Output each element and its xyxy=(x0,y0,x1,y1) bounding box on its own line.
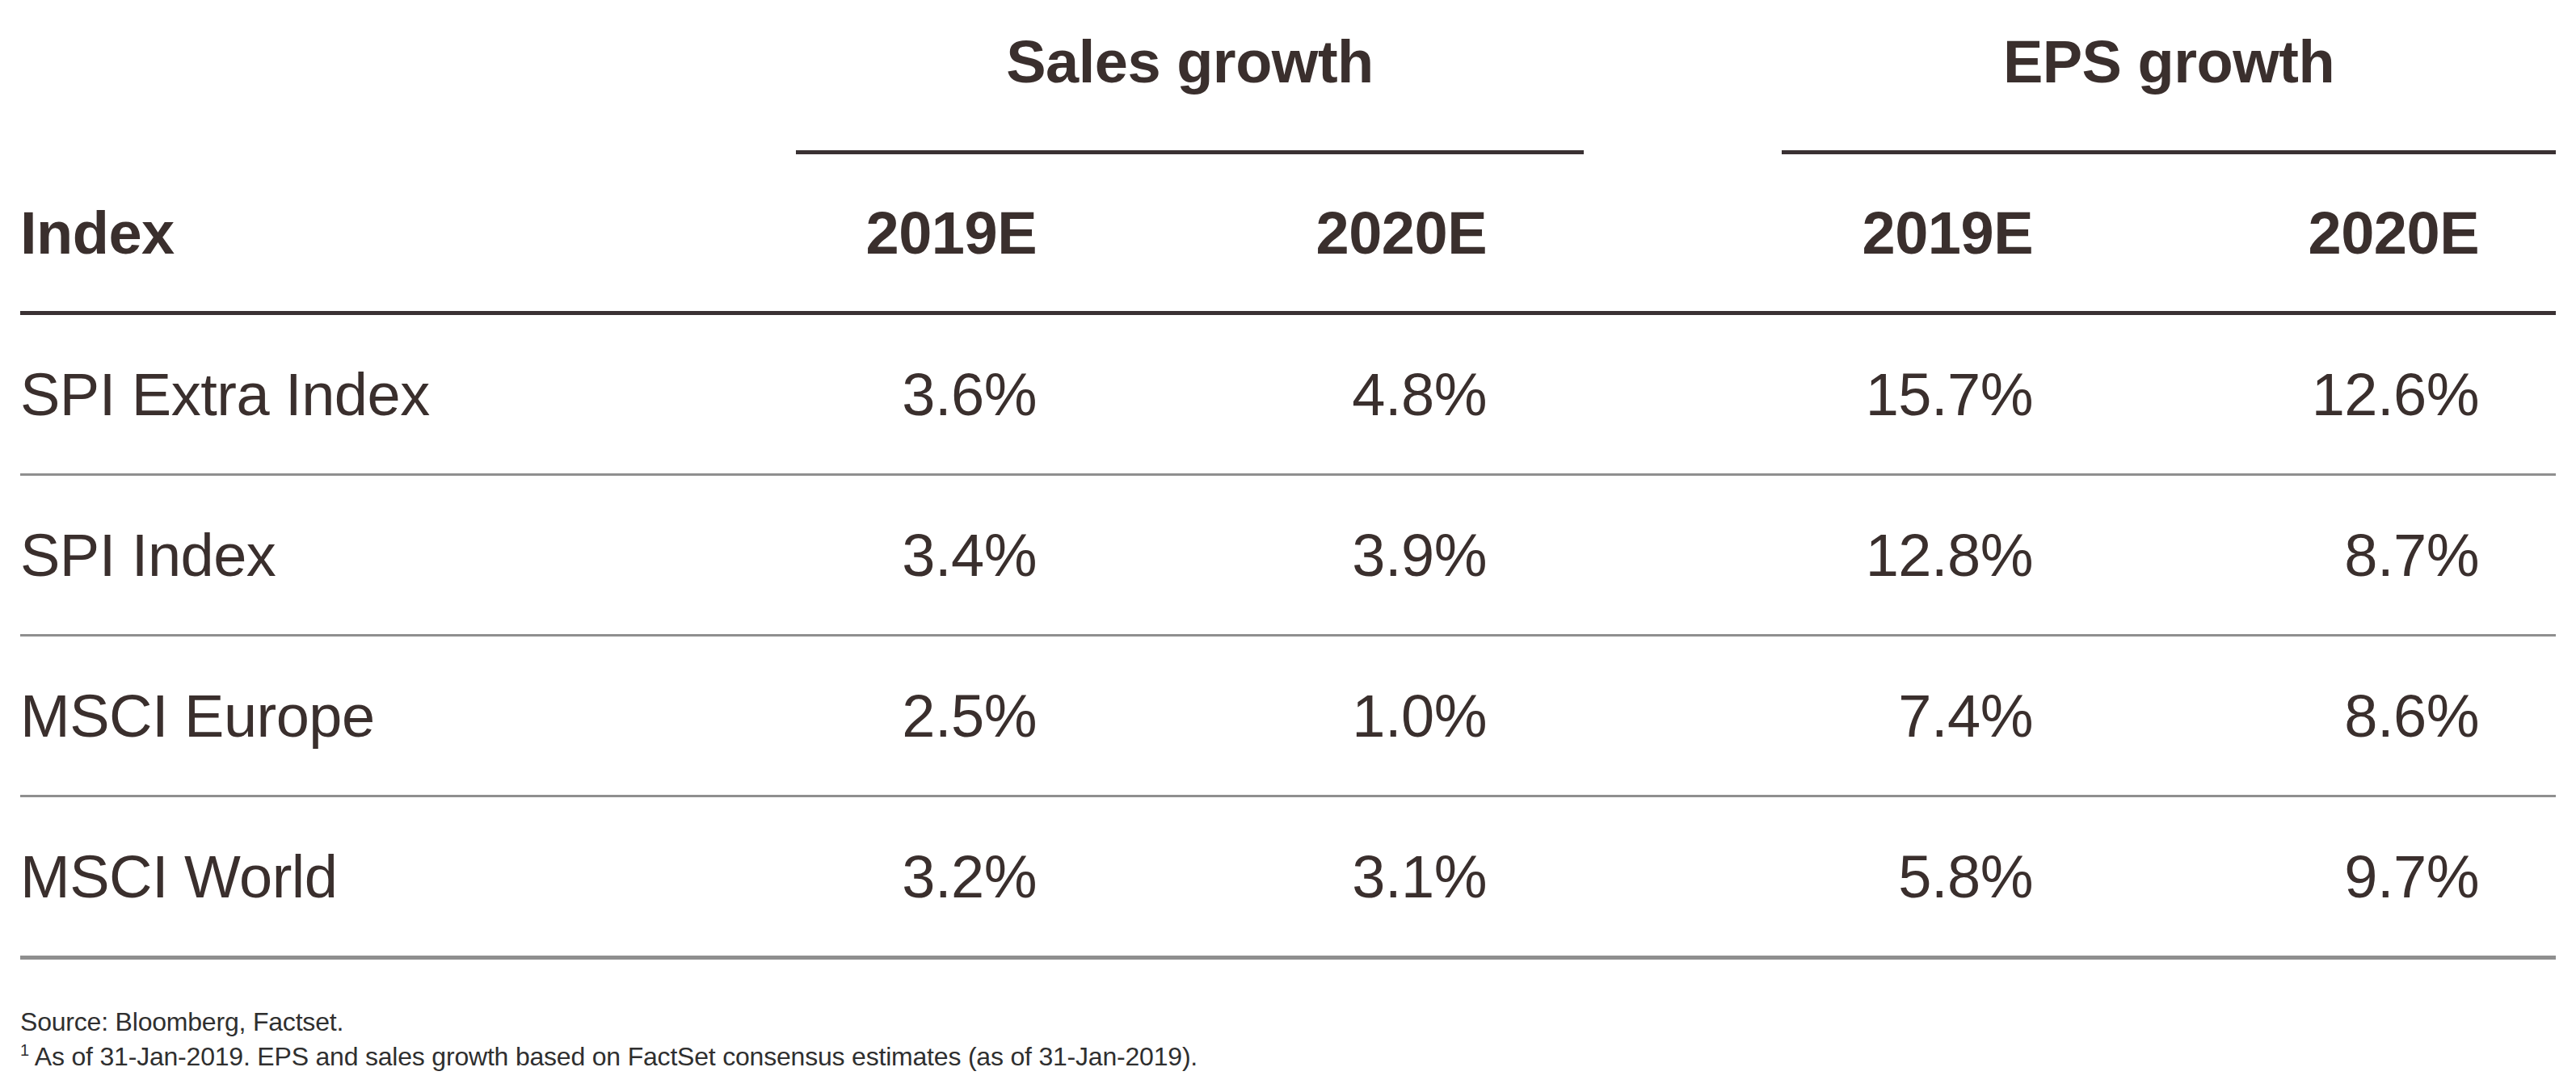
row-label: SPI Extra Index xyxy=(20,360,796,429)
footnote-text: As of 31-Jan-2019. EPS and sales growth … xyxy=(29,1042,1198,1071)
sales-2020e-value: 4.8% xyxy=(1037,360,1487,429)
sales-2020e-value: 3.9% xyxy=(1037,521,1487,590)
footnote-marker: 1 xyxy=(20,1041,29,1059)
table-row-msci-europe: MSCI Europe 2.5% 1.0% 7.4% 8.6% xyxy=(20,637,2556,797)
sales-2019e-value: 3.6% xyxy=(796,360,1037,429)
sales-2020e-value: 3.1% xyxy=(1037,842,1487,911)
sales-growth-group-header: Sales growth xyxy=(796,0,1584,154)
eps-2020e-value: 8.6% xyxy=(2033,682,2479,750)
eps-2019e-header: 2019E xyxy=(1487,199,2033,267)
group-header-row: Sales growth EPS growth xyxy=(20,0,2556,154)
eps-2020e-value: 8.7% xyxy=(2033,521,2479,590)
growth-estimates-table: Sales growth EPS growth Index 2019E 2020… xyxy=(20,0,2556,960)
index-column-header: Index xyxy=(20,199,796,267)
sales-2019e-value: 2.5% xyxy=(796,682,1037,750)
table-row-msci-world: MSCI World 3.2% 3.1% 5.8% 9.7% xyxy=(20,797,2556,960)
group-header-spacer xyxy=(20,0,796,154)
sales-2020e-header: 2020E xyxy=(1037,199,1487,267)
row-label: MSCI Europe xyxy=(20,682,796,750)
eps-2019e-value: 5.8% xyxy=(1487,842,2033,911)
table-row-spi-index: SPI Index 3.4% 3.9% 12.8% 8.7% xyxy=(20,476,2556,637)
sales-2019e-value: 3.2% xyxy=(796,842,1037,911)
sales-2019e-header: 2019E xyxy=(796,199,1037,267)
table-footer: Source: Bloomberg, Factset. 1 As of 31-J… xyxy=(20,1005,2576,1074)
row-label: SPI Index xyxy=(20,521,796,590)
eps-2020e-value: 9.7% xyxy=(2033,842,2479,911)
sales-2020e-value: 1.0% xyxy=(1037,682,1487,750)
eps-growth-group-header: EPS growth xyxy=(1782,0,2556,154)
eps-2019e-value: 12.8% xyxy=(1487,521,2033,590)
estimates-table-page: Sales growth EPS growth Index 2019E 2020… xyxy=(0,0,2576,1084)
footnote-line: 1 As of 31-Jan-2019. EPS and sales growt… xyxy=(20,1040,2576,1074)
source-line: Source: Bloomberg, Factset. xyxy=(20,1005,2576,1040)
sales-growth-label: Sales growth xyxy=(1006,27,1374,96)
table-row-spi-extra-index: SPI Extra Index 3.6% 4.8% 15.7% 12.6% xyxy=(20,315,2556,476)
group-gap xyxy=(1584,0,1782,154)
row-label: MSCI World xyxy=(20,842,796,911)
sales-2019e-value: 3.4% xyxy=(796,521,1037,590)
eps-2019e-value: 7.4% xyxy=(1487,682,2033,750)
eps-2020e-header: 2020E xyxy=(2033,199,2479,267)
eps-2019e-value: 15.7% xyxy=(1487,360,2033,429)
eps-growth-label: EPS growth xyxy=(2003,27,2334,96)
column-header-row: Index 2019E 2020E 2019E 2020E xyxy=(20,154,2556,315)
eps-2020e-value: 12.6% xyxy=(2033,360,2479,429)
